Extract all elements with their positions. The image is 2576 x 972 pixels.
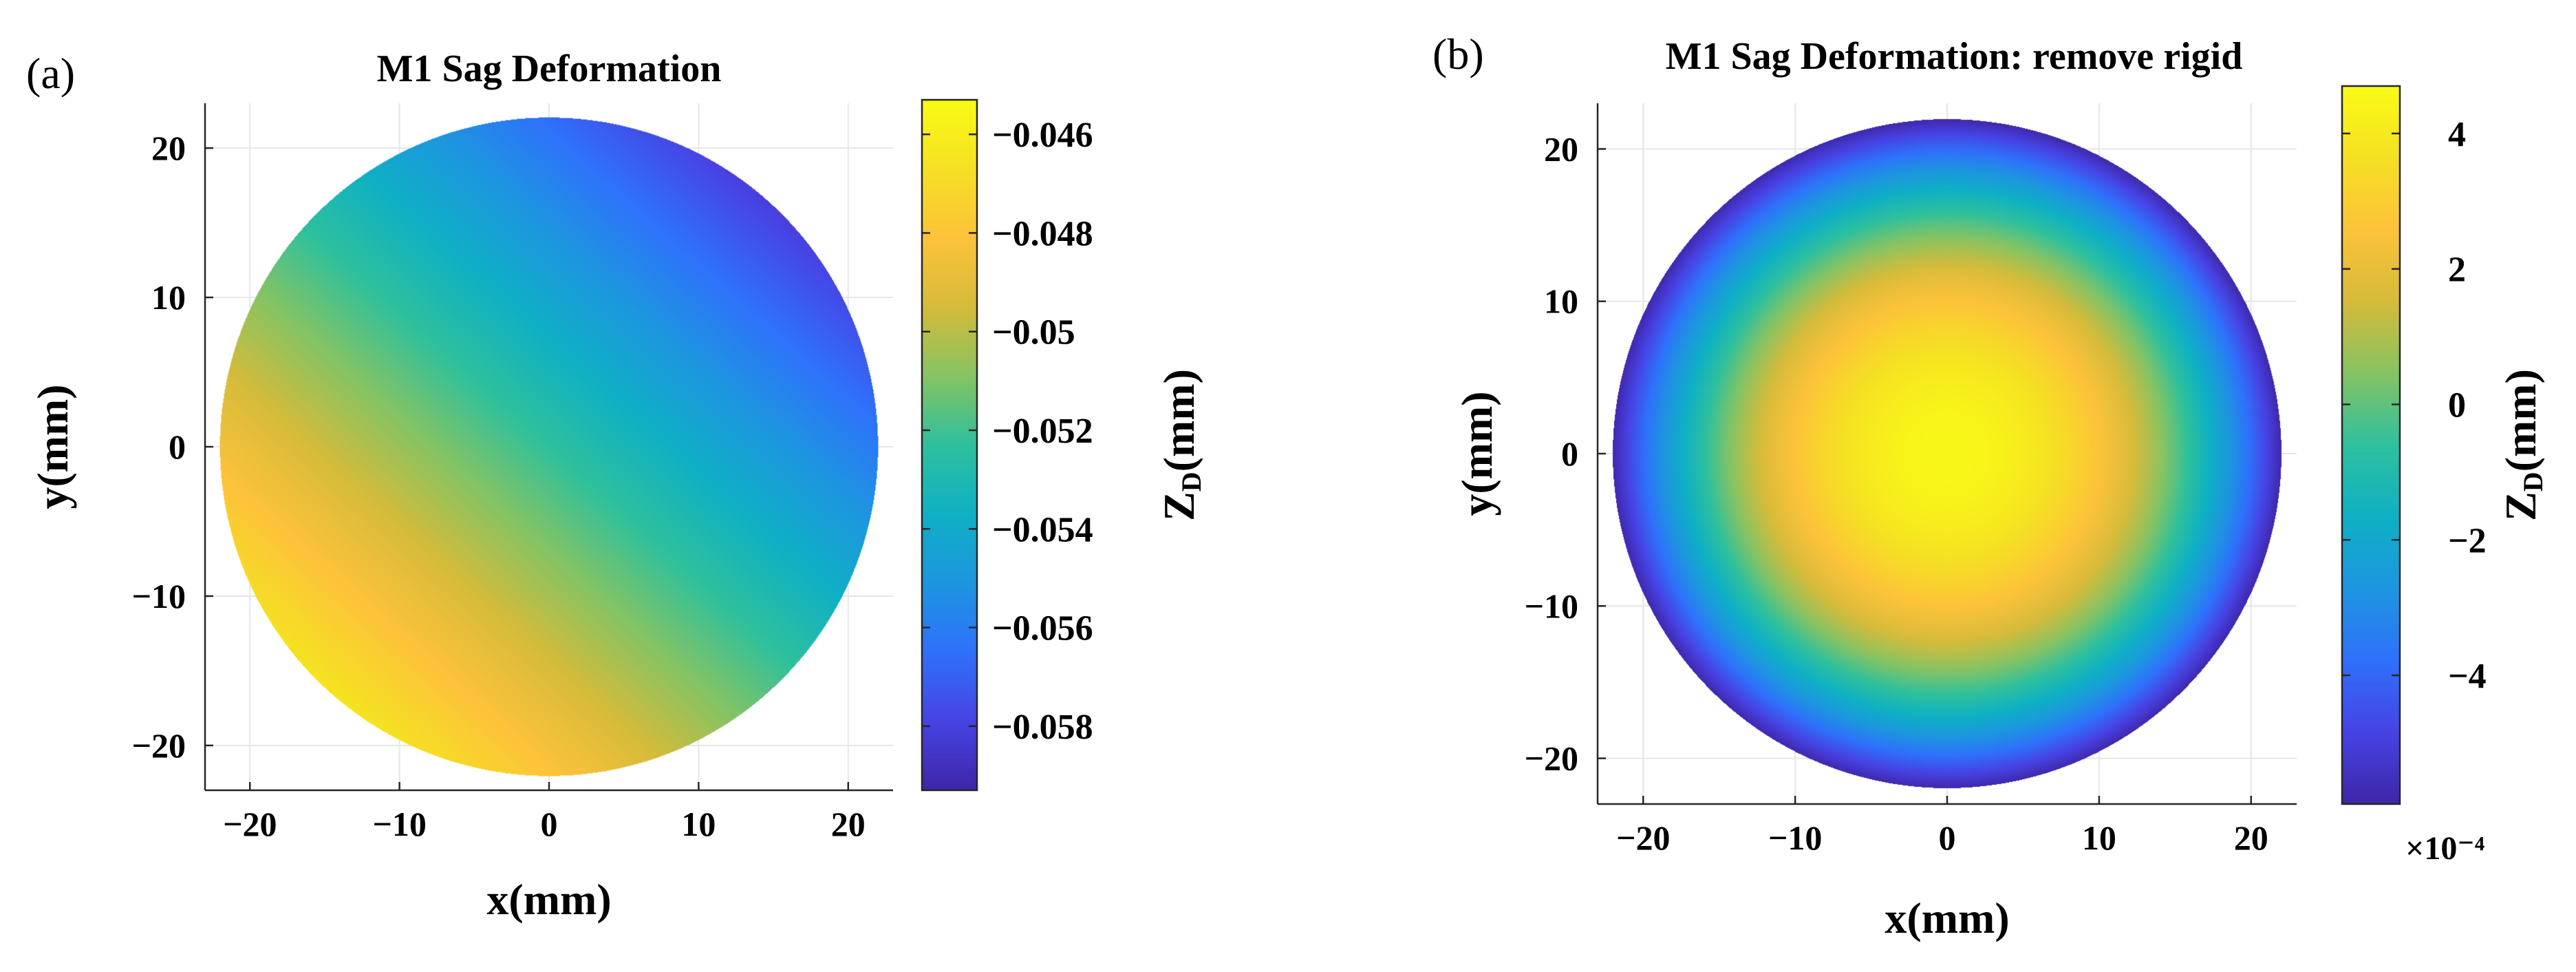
x-axis-label: x(mm)	[1885, 894, 2009, 942]
y-tick-label: 20	[1544, 129, 1578, 168]
x-tick-label: 20	[831, 805, 866, 843]
panel-label: (b)	[1432, 30, 1484, 78]
colorbar-tick-label: 2	[2448, 251, 2466, 290]
y-tick-label: 10	[151, 278, 186, 317]
y-tick-label: −10	[1525, 587, 1579, 625]
colorbar-tick-label: −0.046	[992, 116, 1093, 155]
y-tick-label: 20	[151, 129, 186, 167]
x-axis-label: x(mm)	[486, 875, 611, 924]
y-tick-label: 10	[1544, 282, 1578, 321]
colorbar-tick-label: 0	[2448, 385, 2466, 425]
y-tick-label: 0	[169, 427, 186, 466]
colorbar-gradient	[922, 100, 977, 790]
colorbar-label-unit: (mm)	[1155, 369, 1203, 472]
y-tick-label: −20	[1525, 739, 1579, 778]
colorbar-tick-label: −2	[2448, 521, 2487, 560]
colorbar-tick-label: −0.058	[992, 708, 1093, 747]
panel-label: (a)	[26, 49, 75, 98]
chart-title: M1 Sag Deformation	[377, 47, 722, 90]
colorbar-tick-label: −0.054	[992, 510, 1093, 549]
colorbar-tick-label: −0.05	[992, 313, 1075, 352]
colorbar-label-unit: (mm)	[2496, 369, 2545, 472]
colorbar-multiplier: ×10⁻⁴	[2405, 830, 2484, 867]
colorbar-tick-label: −0.056	[992, 609, 1093, 648]
colorbar-label-main: Z	[1155, 492, 1203, 521]
y-tick-label: 0	[1561, 434, 1578, 473]
chart-title: M1 Sag Deformation: remove rigid	[1666, 35, 2243, 78]
colorbar-label: ZD(mm)	[1155, 369, 1207, 521]
colorbar-tick-label: −0.048	[992, 214, 1093, 253]
colorbar-frame	[2341, 85, 2401, 805]
x-tick-label: 0	[1939, 818, 1956, 857]
y-axis-label: y(mm)	[1452, 391, 1501, 516]
colorbar-label-sub: D	[1176, 472, 1207, 492]
x-tick-label: 10	[681, 805, 716, 843]
colorbar-tick-label: −4	[2448, 657, 2487, 696]
x-tick-label: −20	[1616, 818, 1671, 857]
y-axis-label: y(mm)	[28, 384, 77, 509]
surface-map	[1612, 118, 2282, 789]
x-tick-label: 10	[2082, 818, 2116, 857]
colorbar-tick-label: −0.052	[992, 412, 1093, 451]
y-tick-label: −20	[132, 726, 186, 765]
colorbar-label: ZD(mm)	[2496, 369, 2548, 521]
x-tick-label: −10	[1768, 818, 1823, 857]
panel-a: (a) −20 −10 0 10 20 20 10 0 −10 −20 M1 Sag Deformat…	[26, 47, 1207, 924]
y-tick-label: −10	[132, 577, 186, 615]
colorbar-frame	[921, 98, 978, 792]
x-tick-label: 20	[2234, 818, 2268, 857]
colorbar-gradient	[2342, 86, 2400, 804]
colorbar-tick-label: 4	[2448, 115, 2466, 154]
x-tick-label: −20	[223, 805, 277, 843]
colorbar-label-sub: D	[2518, 472, 2548, 492]
x-tick-label: 0	[541, 805, 558, 843]
colorbar-label-main: Z	[2496, 492, 2545, 521]
surface-map	[219, 116, 879, 777]
x-tick-label: −10	[372, 805, 427, 843]
